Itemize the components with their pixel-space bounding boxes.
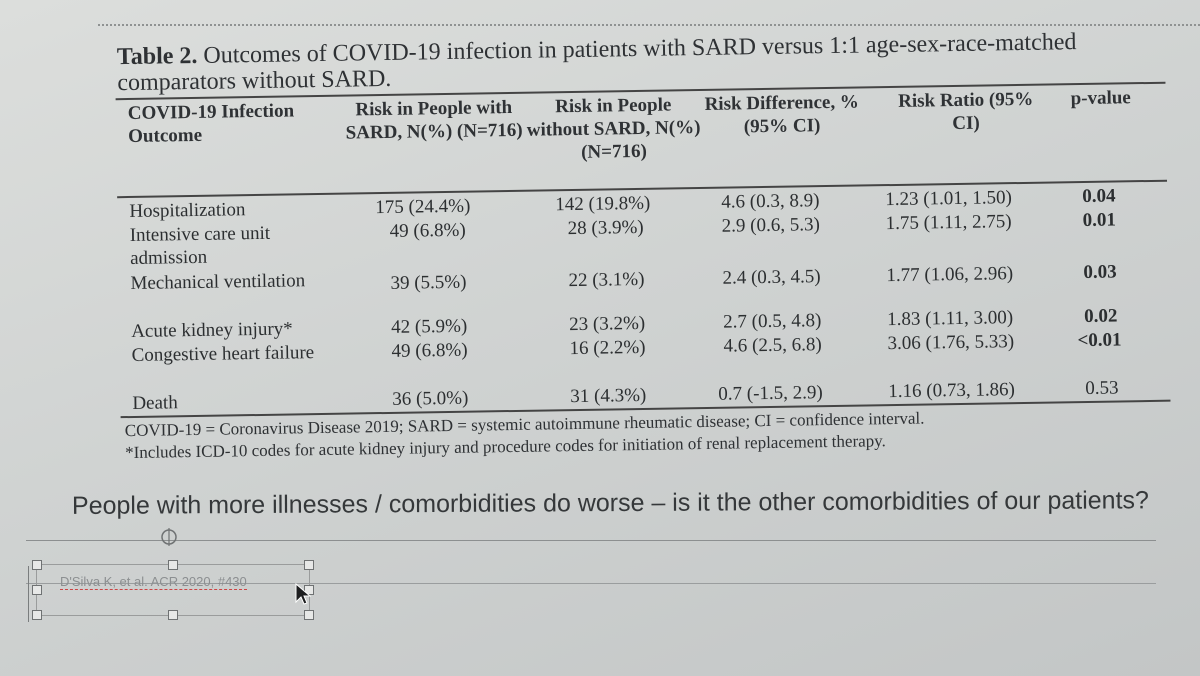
cell-risk-difference: 2.7 (0.5, 4.8) xyxy=(723,310,822,333)
cell-p-value: 0.04 xyxy=(1082,185,1116,208)
cell-risk-difference: 4.6 (0.3, 8.9) xyxy=(721,190,820,213)
cell-p-value: <0.01 xyxy=(1077,329,1122,352)
cell-risk-no-sard: 16 (2.2%) xyxy=(569,336,646,360)
resize-handle-bottom-left[interactable] xyxy=(32,610,42,620)
cell-risk-sard: 49 (6.8%) xyxy=(391,339,468,362)
cell-risk-ratio: 1.23 (1.01, 1.50) xyxy=(885,187,1013,211)
text-insertion-icon xyxy=(161,528,177,546)
cell-risk-ratio: 1.16 (0.73, 1.86) xyxy=(888,379,1016,403)
vertical-ruler-marker xyxy=(28,566,39,622)
cell-risk-difference: 0.7 (-1.5, 2.9) xyxy=(718,382,823,405)
cell-risk-no-sard: 142 (19.8%) xyxy=(555,192,651,216)
resize-handle-top[interactable] xyxy=(168,560,178,570)
cell-risk-no-sard: 31 (4.3%) xyxy=(570,384,647,408)
cell-risk-ratio: 3.06 (1.76, 5.33) xyxy=(887,331,1015,355)
header-risk-difference: Risk Difference, % (95% CI) xyxy=(704,91,860,138)
cell-outcome: Acute kidney injury* xyxy=(131,318,293,342)
cell-outcome: Mechanical ventilation xyxy=(130,270,306,294)
slide-top-dotted-border xyxy=(98,24,1200,26)
cell-outcome: Hospitalization xyxy=(129,199,246,222)
cell-outcome: Congestive heart failure xyxy=(131,342,315,366)
cell-risk-no-sard: 23 (3.2%) xyxy=(569,312,646,336)
mouse-pointer-icon xyxy=(295,582,312,605)
cell-risk-ratio: 1.77 (1.06, 2.96) xyxy=(886,263,1014,287)
header-p-value: p-value xyxy=(1070,87,1131,110)
cell-risk-no-sard: 22 (3.1%) xyxy=(568,268,645,292)
cell-risk-sard: 39 (5.5%) xyxy=(390,271,467,294)
cell-risk-no-sard: 28 (3.9%) xyxy=(567,216,644,240)
table-caption-label: Table 2. xyxy=(116,42,198,71)
results-table: Table 2. Outcomes of COVID-19 infection … xyxy=(105,20,1174,477)
cell-risk-difference: 2.4 (0.3, 4.5) xyxy=(722,266,821,289)
cell-risk-difference: 2.9 (0.6, 5.3) xyxy=(721,214,820,237)
cell-p-value: 0.01 xyxy=(1082,209,1117,232)
citation-textbox[interactable] xyxy=(32,560,314,620)
header-outcome: COVID-19 Infection Outcome xyxy=(127,100,295,148)
resize-handle-left[interactable] xyxy=(32,585,42,595)
resize-handle-top-left[interactable] xyxy=(32,560,42,570)
citation-text[interactable]: D'Silva K, et al. ACR 2020, #430 xyxy=(60,574,247,590)
cell-risk-sard: 175 (24.4%) xyxy=(375,195,471,219)
cell-outcome: Death xyxy=(132,392,178,414)
cell-outcome: Intensive care unit admission xyxy=(129,222,271,269)
cell-risk-sard: 49 (6.8%) xyxy=(389,219,466,242)
cell-risk-ratio: 1.83 (1.11, 3.00) xyxy=(886,307,1014,331)
cell-risk-ratio: 1.75 (1.11, 2.75) xyxy=(885,211,1012,235)
cell-p-value: 0.03 xyxy=(1083,261,1117,284)
resize-handle-top-right[interactable] xyxy=(304,560,314,570)
cell-risk-sard: 36 (5.0%) xyxy=(392,387,469,410)
header-risk-no-sard: Risk in People without SARD, N(%) (N=716… xyxy=(526,94,701,163)
slide-body-text[interactable]: People with more illnesses / comorbiditi… xyxy=(71,486,1149,520)
body-text-frame xyxy=(26,540,1156,584)
header-risk-ratio: Risk Ratio (95% CI) xyxy=(898,88,1034,135)
cell-risk-difference: 4.6 (2.5, 6.8) xyxy=(723,334,822,357)
resize-handle-bottom-right[interactable] xyxy=(304,610,314,620)
resize-handle-bottom[interactable] xyxy=(168,610,178,620)
cell-p-value: 0.02 xyxy=(1083,305,1118,328)
header-risk-sard: Risk in People with SARD, N(%) (N=716) xyxy=(345,96,523,144)
cell-risk-sard: 42 (5.9%) xyxy=(391,315,468,338)
cell-p-value: 0.53 xyxy=(1085,377,1119,400)
